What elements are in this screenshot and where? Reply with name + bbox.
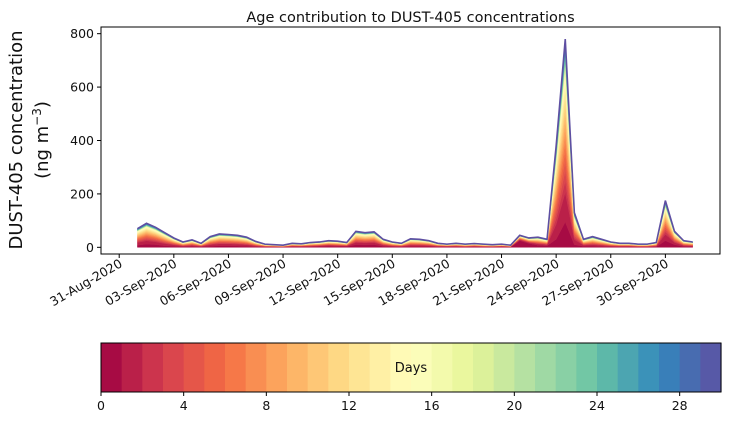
colorbar-label: Days [395, 361, 428, 376]
chart-title: Age contribution to DUST-405 concentrati… [246, 10, 574, 26]
colorbar-cell [555, 343, 577, 392]
age-layer-day-25 [137, 49, 693, 246]
age-layer-day-20 [137, 59, 693, 246]
y-axis: 0 200 400 600 800 [70, 26, 101, 255]
colorbar-cell [535, 343, 557, 392]
y-tick-label: 400 [70, 133, 94, 148]
age-layer-day-29 [137, 39, 693, 246]
colorbar-cell [142, 343, 164, 392]
age-layer-day-27 [137, 44, 693, 246]
age-layer-day-21 [137, 58, 693, 246]
colorbar-tick-label: 28 [672, 398, 688, 413]
colorbar-cell [225, 343, 247, 392]
colorbar-cells [101, 343, 722, 392]
colorbar-cell [700, 343, 722, 392]
colorbar-cell [493, 343, 515, 392]
colorbar-cell [576, 343, 598, 392]
y-axis-label-line2: (ng m−3) [30, 101, 53, 179]
colorbar-cell [638, 343, 660, 392]
age-layer-day-18 [137, 63, 693, 246]
y-tick-label: 0 [86, 240, 94, 255]
y-tick-label: 600 [70, 80, 94, 95]
colorbar-cell [369, 343, 391, 392]
colorbar-tick-label: 12 [341, 398, 357, 413]
age-layer-day-15 [137, 66, 693, 246]
age-layer-day-8 [137, 123, 693, 247]
colorbar-cell [328, 343, 350, 392]
colorbar-cell [349, 343, 371, 392]
age-layer-day-23 [137, 53, 693, 246]
age-layer-day-10 [137, 106, 693, 247]
age-layer-day-17 [137, 64, 693, 246]
age-layer-day-22 [137, 56, 693, 246]
age-layer-day-11 [137, 98, 693, 247]
colorbar-tick-label: 4 [180, 398, 188, 413]
x-axis: 31-Aug-202003-Sep-202006-Sep-202009-Sep-… [47, 254, 671, 309]
y-tick-label: 800 [70, 26, 94, 41]
colorbar: Days 0 4 8 12 16 20 24 28 [97, 342, 722, 413]
colorbar-cell [121, 343, 143, 392]
y-tick-label: 200 [70, 186, 94, 201]
age-layer-day-12 [137, 90, 693, 246]
colorbar-tick-label: 16 [424, 398, 440, 413]
y-axis-label: DUST-405 concentration (ng m−3) [6, 30, 53, 249]
colorbar-cell [452, 343, 474, 392]
age-layer-day-7 [137, 132, 693, 247]
age-layer-day-6 [137, 141, 693, 247]
colorbar-cell [679, 343, 701, 392]
plot-frame [100, 26, 721, 255]
age-layer-day-9 [137, 115, 693, 247]
age-layers [137, 39, 693, 248]
age-layer-day-16 [137, 65, 693, 246]
total-concentration-line [137, 38, 693, 247]
colorbar-axis: 0 4 8 12 16 20 24 28 [97, 392, 688, 413]
colorbar-cell [431, 343, 453, 392]
age-layer-day-13 [137, 82, 693, 246]
colorbar-tick-label: 8 [262, 398, 270, 413]
colorbar-cell [514, 343, 536, 392]
age-layer-day-14 [137, 74, 693, 246]
plot-area [137, 38, 693, 248]
colorbar-cell [183, 343, 205, 392]
colorbar-cell [307, 343, 329, 392]
colorbar-cell [245, 343, 267, 392]
colorbar-tick-label: 20 [506, 398, 522, 413]
colorbar-cell [266, 343, 288, 392]
age-layer-day-24 [137, 51, 693, 246]
colorbar-cell [287, 343, 309, 392]
colorbar-cell [101, 343, 123, 392]
age-layer-day-26 [137, 46, 693, 246]
colorbar-cell [390, 343, 412, 392]
colorbar-cell [163, 343, 185, 392]
colorbar-cell [659, 343, 681, 392]
colorbar-tick-label: 0 [97, 398, 105, 413]
age-layer-day-19 [137, 61, 693, 246]
colorbar-cell [204, 343, 226, 392]
age-layer-day-28 [137, 41, 693, 246]
colorbar-cell [473, 343, 495, 392]
colorbar-tick-label: 24 [589, 398, 605, 413]
colorbar-cell [411, 343, 433, 392]
colorbar-cell [597, 343, 619, 392]
age-layer-day-5 [137, 150, 693, 247]
colorbar-cell [617, 343, 639, 392]
colorbar-frame [100, 342, 722, 393]
y-axis-label-line1: DUST-405 concentration [6, 30, 27, 249]
